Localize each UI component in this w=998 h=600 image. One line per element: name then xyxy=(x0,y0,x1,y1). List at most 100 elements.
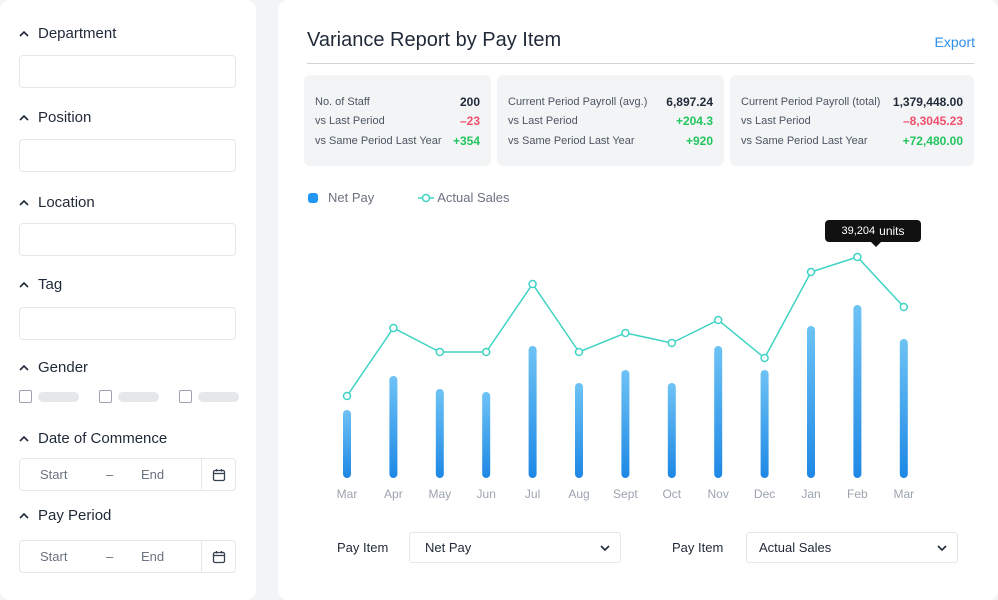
pay-item-label: Pay Item xyxy=(672,540,724,555)
x-tick-label: Dec xyxy=(754,487,775,501)
chevron-up-icon xyxy=(19,199,29,206)
tag-section-header[interactable]: Tag xyxy=(19,276,62,293)
stat-value: 6,897.24 xyxy=(666,95,713,109)
calendar-button[interactable] xyxy=(201,459,235,490)
legend-item-actual-sales[interactable]: Actual Sales xyxy=(418,190,510,205)
net-pay-bar[interactable] xyxy=(807,326,815,478)
x-tick-label: May xyxy=(428,487,451,501)
stat-value: +354 xyxy=(452,134,480,148)
stat-value: –23 xyxy=(459,114,480,128)
location-input[interactable] xyxy=(19,223,236,256)
date-of-commence-range: Start – End xyxy=(19,458,236,491)
stat-label: vs Same Period Last Year xyxy=(508,135,635,147)
select-value: Net Pay xyxy=(425,540,472,555)
actual-sales-point[interactable] xyxy=(621,328,630,338)
start-date-input[interactable]: Start xyxy=(40,467,68,482)
chevron-up-icon xyxy=(19,30,29,37)
gender-label: Gender xyxy=(38,359,89,376)
legend-swatch xyxy=(308,192,318,203)
chevron-down-icon xyxy=(937,545,947,552)
net-pay-bar[interactable] xyxy=(621,370,630,478)
actual-sales-point[interactable] xyxy=(806,267,816,277)
actual-sales-point[interactable] xyxy=(528,279,537,289)
actual-sales-point[interactable] xyxy=(389,323,398,333)
x-tick-label: Jan xyxy=(801,487,820,501)
x-tick-label: Apr xyxy=(384,487,403,501)
end-date-input[interactable]: End xyxy=(141,467,165,482)
actual-sales-point[interactable] xyxy=(435,347,445,357)
location-section-header[interactable]: Location xyxy=(19,194,95,211)
actual-sales-point[interactable] xyxy=(574,347,584,357)
tag-input[interactable] xyxy=(19,307,236,340)
department-section-header[interactable]: Department xyxy=(19,25,116,42)
gender-option[interactable] xyxy=(19,390,79,403)
legend-item-net-pay[interactable]: Net Pay xyxy=(308,190,374,205)
checkbox[interactable] xyxy=(179,390,192,403)
calendar-button[interactable] xyxy=(201,541,235,572)
actual-sales-point[interactable] xyxy=(760,353,769,363)
stat-value: +920 xyxy=(685,134,713,148)
legend-line-marker xyxy=(418,193,435,202)
gender-section-header[interactable]: Gender xyxy=(19,359,88,376)
department-input[interactable] xyxy=(19,55,236,88)
net-pay-bar[interactable] xyxy=(853,305,862,478)
actual-sales-point[interactable] xyxy=(853,252,862,262)
filter-sidebar: Department Position Location Tag Gender … xyxy=(0,0,256,600)
stat-label: vs Same Period Last Year xyxy=(315,135,442,147)
select-value: Actual Sales xyxy=(759,540,832,555)
option-placeholder xyxy=(38,391,79,402)
start-date-input[interactable]: Start xyxy=(40,549,68,564)
x-tick-label: Nov xyxy=(708,487,729,501)
option-placeholder xyxy=(198,391,239,402)
net-pay-bar[interactable] xyxy=(389,376,398,478)
location-label: Location xyxy=(38,194,95,211)
gender-options xyxy=(19,390,259,403)
position-section-header[interactable]: Position xyxy=(19,109,91,126)
actual-sales-point[interactable] xyxy=(481,347,491,357)
report-panel: Variance Report by Pay Item Export No. o… xyxy=(278,0,998,600)
gender-option[interactable] xyxy=(179,390,239,403)
chart-tooltip: 39,204 units xyxy=(825,220,921,247)
stat-card-payroll-total: Current Period Payroll (total) 1,379,448.… xyxy=(730,75,974,166)
pay-item-select-2[interactable]: Actual Sales xyxy=(746,532,958,563)
pay-item-select-1[interactable]: Net Pay xyxy=(409,532,621,563)
position-label: Position xyxy=(38,109,92,126)
net-pay-bar[interactable] xyxy=(528,346,537,478)
net-pay-bar[interactable] xyxy=(714,346,723,478)
net-pay-bar[interactable] xyxy=(899,339,908,478)
actual-sales-point[interactable] xyxy=(342,391,352,401)
net-pay-bar[interactable] xyxy=(760,370,769,478)
stat-value: 200 xyxy=(459,95,480,109)
stat-label: Current Period Payroll (total) xyxy=(741,96,881,108)
actual-sales-point[interactable] xyxy=(713,315,723,325)
net-pay-bar[interactable] xyxy=(343,410,351,478)
net-pay-bar[interactable] xyxy=(435,389,444,478)
net-pay-bar[interactable] xyxy=(482,392,491,478)
gender-option[interactable] xyxy=(99,390,159,403)
chevron-up-icon xyxy=(19,364,29,371)
end-date-input[interactable]: End xyxy=(141,549,165,564)
pay-period-section-header[interactable]: Pay Period xyxy=(19,507,111,524)
net-pay-bar[interactable] xyxy=(575,383,583,478)
pay-item-label: Pay Item xyxy=(337,540,389,555)
legend-label: Actual Sales xyxy=(437,190,510,205)
export-link[interactable]: Export xyxy=(934,34,975,50)
position-input[interactable] xyxy=(19,139,236,172)
calendar-icon xyxy=(212,550,225,563)
x-tick-label: Jun xyxy=(477,487,496,501)
net-pay-bar[interactable] xyxy=(667,383,676,478)
chevron-down-icon xyxy=(600,545,610,552)
x-tick-label: Feb xyxy=(847,487,868,501)
stat-card-staff: No. of Staff 200 vs Last Period –23 vs Sam… xyxy=(304,75,491,166)
chevron-up-icon xyxy=(19,512,29,519)
checkbox[interactable] xyxy=(19,390,32,403)
x-tick-label: Mar xyxy=(337,487,358,501)
date-of-commence-section-header[interactable]: Date of Commence xyxy=(19,430,167,447)
chart-legend: Net Pay Actual Sales xyxy=(308,190,554,205)
stat-label: Current Period Payroll (avg.) xyxy=(508,96,648,108)
actual-sales-point[interactable] xyxy=(667,338,677,348)
checkbox[interactable] xyxy=(99,390,112,403)
actual-sales-point[interactable] xyxy=(899,302,909,312)
stat-card-payroll-avg: Current Period Payroll (avg.) 6,897.24 vs… xyxy=(497,75,724,166)
page-title: Variance Report by Pay Item xyxy=(307,29,562,51)
